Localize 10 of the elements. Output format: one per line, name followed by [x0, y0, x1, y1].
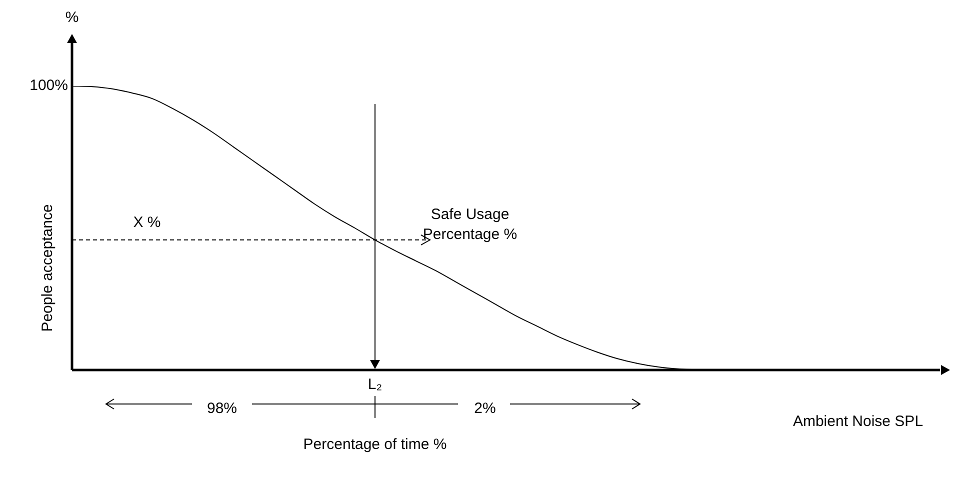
- text: 98%: [206, 400, 238, 418]
- text: L₂: [368, 376, 382, 394]
- annotation: 100%: [30, 77, 68, 94]
- y-axis-title: People acceptance: [39, 204, 56, 332]
- text: 2%: [474, 400, 496, 418]
- annotation: Safe Usage Percentage %: [422, 206, 518, 244]
- text: Percentage of time %: [303, 436, 447, 454]
- ref-line-label: X %: [133, 214, 161, 232]
- x-axis-title: Ambient Noise SPL: [792, 413, 924, 430]
- text: %: [65, 9, 79, 26]
